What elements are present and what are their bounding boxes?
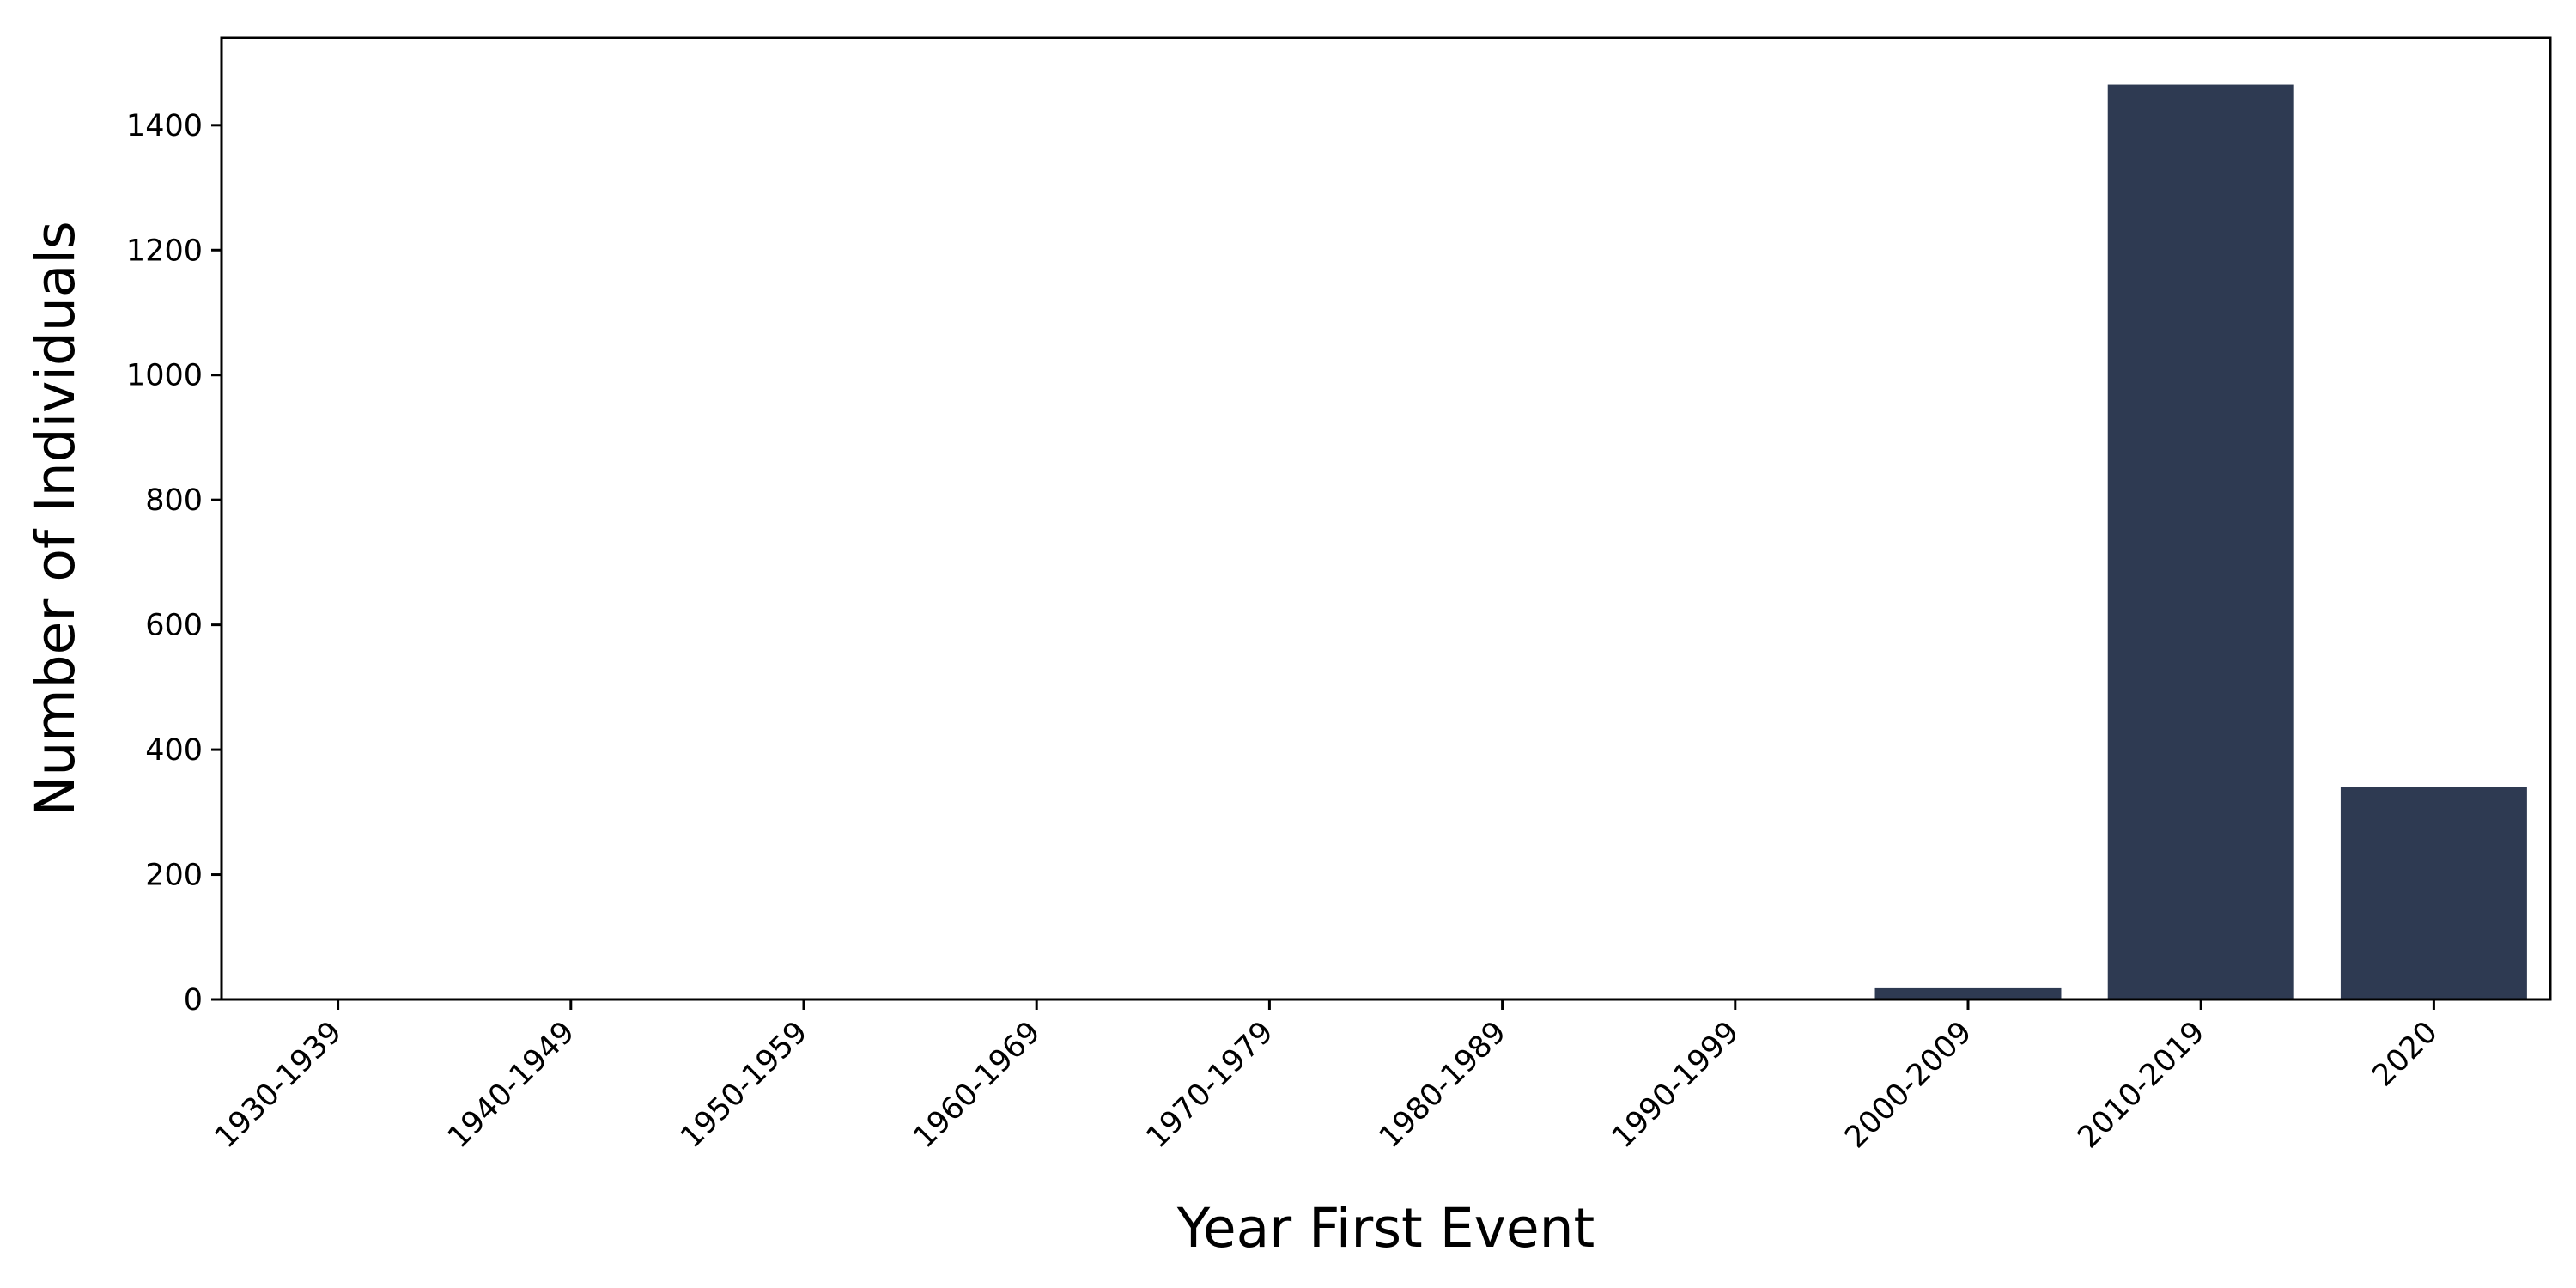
plot-frame [220, 36, 2552, 1001]
x-axis-title: Year First Event [1176, 1197, 1595, 1260]
bar-2020 [2340, 787, 2527, 999]
bar-2010-2019 [2107, 84, 2294, 999]
y-axis: 0 200 400 600 800 1000 1200 1400 [126, 109, 222, 1018]
y-tick-label: 1400 [126, 109, 203, 143]
x-tick-label: 1960-1969 [907, 1015, 1047, 1155]
y-tick-label: 200 [145, 859, 203, 893]
bars-layer [1874, 84, 2527, 999]
y-axis-title: Number of Individuals [24, 221, 87, 817]
x-axis: 1930-1939 1940-1949 1950-1959 1960-1969 1970… [209, 999, 2445, 1155]
y-tick-label: 0 [184, 983, 203, 1018]
x-tick-label: 1970-1979 [1140, 1015, 1280, 1155]
x-tick-label: 1930-1939 [209, 1015, 349, 1155]
y-tick-label: 400 [145, 733, 203, 768]
bar-2000-2009 [1874, 987, 2062, 999]
x-tick-label: 1950-1959 [674, 1015, 814, 1155]
x-tick-label: 2010-2019 [2071, 1015, 2211, 1155]
y-tick-label: 1200 [126, 234, 203, 268]
x-tick-label: 1990-1999 [1606, 1015, 1746, 1155]
x-tick-label: 2000-2009 [1838, 1015, 1978, 1155]
x-tick-label: 1940-1949 [441, 1015, 581, 1155]
y-tick-label: 600 [145, 609, 203, 643]
y-tick-label: 1000 [126, 359, 203, 393]
x-tick-label: 2020 [2366, 1015, 2444, 1093]
y-tick-label: 800 [145, 483, 203, 518]
x-tick-label: 1980-1989 [1373, 1015, 1513, 1155]
